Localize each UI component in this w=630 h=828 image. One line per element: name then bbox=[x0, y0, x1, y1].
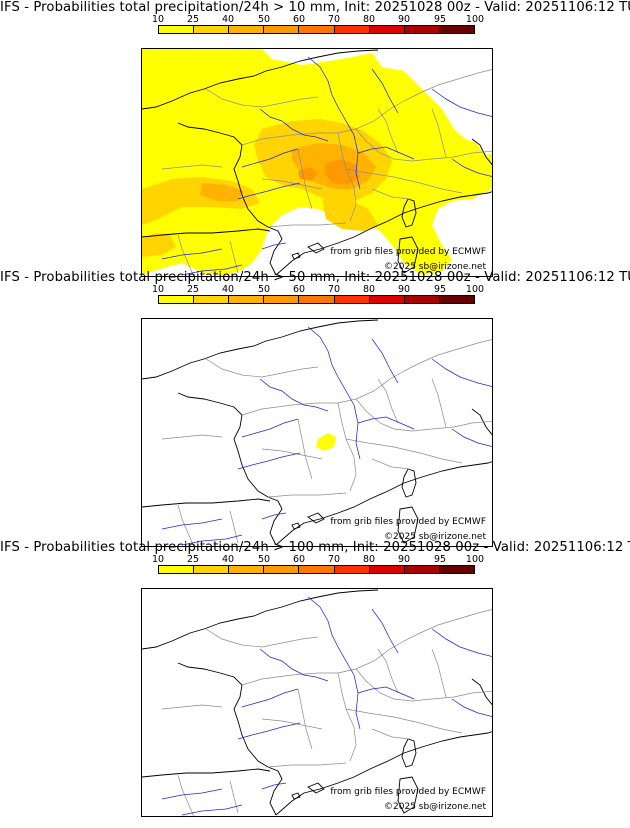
legend-tick: 40 bbox=[221, 14, 235, 25]
legend-cell bbox=[404, 26, 440, 33]
legend-cell bbox=[229, 26, 265, 33]
legend-tick: 80 bbox=[362, 284, 376, 295]
prob-area-mid bbox=[322, 199, 378, 231]
prob-area-mid bbox=[142, 233, 176, 257]
source-credit: from grib files provided by ECMWF bbox=[330, 787, 486, 797]
legend-cell bbox=[439, 566, 474, 573]
panel-50mm: IFS - Probabilities total precipitation/… bbox=[0, 270, 630, 547]
legend-cell bbox=[369, 296, 405, 303]
legend-cell bbox=[439, 296, 474, 303]
copyright-text: ©2025 sb@irizone.net bbox=[384, 532, 486, 542]
legend-tick: 90 bbox=[397, 554, 411, 565]
legend-color-bar bbox=[158, 295, 475, 304]
legend-tick: 60 bbox=[292, 554, 306, 565]
legend-tick: 60 bbox=[292, 284, 306, 295]
probability-map: from grib files provided by ECMWF ©2025 … bbox=[141, 318, 493, 547]
prob-area-top bbox=[324, 159, 360, 185]
legend-tick: 80 bbox=[362, 14, 376, 25]
precip-probability-field bbox=[316, 433, 336, 451]
prob-area-high bbox=[200, 183, 244, 201]
legend-tick: 70 bbox=[327, 14, 341, 25]
legend-tick: 95 bbox=[433, 554, 447, 565]
legend-tick: 50 bbox=[257, 14, 271, 25]
prob-area-low bbox=[316, 433, 336, 451]
panel-title: IFS - Probabilities total precipitation/… bbox=[0, 0, 630, 15]
panel-title: IFS - Probabilities total precipitation/… bbox=[0, 270, 630, 285]
legend-cell bbox=[369, 566, 405, 573]
legend-tick: 100 bbox=[465, 554, 485, 565]
legend-cell bbox=[404, 296, 440, 303]
copyright-text: ©2025 sb@irizone.net bbox=[384, 802, 486, 812]
legend-cell bbox=[194, 566, 230, 573]
legend-cell bbox=[194, 296, 230, 303]
legend-tick: 40 bbox=[221, 284, 235, 295]
legend-tick: 95 bbox=[433, 14, 447, 25]
legend-cell bbox=[299, 26, 335, 33]
legend-cell bbox=[229, 296, 265, 303]
legend-tick: 10 bbox=[151, 14, 165, 25]
legend-cell bbox=[299, 566, 335, 573]
legend-cell bbox=[334, 26, 370, 33]
panel-10mm: IFS - Probabilities total precipitation/… bbox=[0, 0, 630, 277]
legend-cell bbox=[264, 296, 300, 303]
legend-cell bbox=[334, 296, 370, 303]
panel-title: IFS - Probabilities total precipitation/… bbox=[0, 540, 630, 555]
legend-tick: 70 bbox=[327, 554, 341, 565]
legend-cell bbox=[334, 566, 370, 573]
legend-tick: 25 bbox=[186, 14, 200, 25]
legend-color-bar bbox=[158, 25, 475, 34]
geography-overlay bbox=[142, 589, 492, 816]
geography-overlay bbox=[142, 319, 492, 546]
map-svg bbox=[142, 589, 492, 816]
legend-cell bbox=[299, 296, 335, 303]
legend-cell bbox=[229, 566, 265, 573]
legend-tick: 90 bbox=[397, 284, 411, 295]
legend-tick: 95 bbox=[433, 284, 447, 295]
legend-tick: 100 bbox=[465, 14, 485, 25]
legend-cell bbox=[264, 26, 300, 33]
map-svg bbox=[142, 49, 492, 276]
legend-tick: 60 bbox=[292, 14, 306, 25]
legend-tick: 50 bbox=[257, 284, 271, 295]
legend-tick: 25 bbox=[186, 554, 200, 565]
legend-cell bbox=[159, 26, 195, 33]
legend-cell bbox=[159, 566, 195, 573]
legend-tick: 25 bbox=[186, 284, 200, 295]
legend-cell bbox=[159, 296, 195, 303]
legend-tick: 90 bbox=[397, 14, 411, 25]
legend-cell bbox=[194, 26, 230, 33]
panel-100mm: IFS - Probabilities total precipitation/… bbox=[0, 540, 630, 817]
legend-tick: 100 bbox=[465, 284, 485, 295]
source-credit: from grib files provided by ECMWF bbox=[330, 517, 486, 527]
legend-cell bbox=[439, 26, 474, 33]
legend-cell bbox=[264, 566, 300, 573]
source-credit: from grib files provided by ECMWF bbox=[330, 247, 486, 257]
prob-area-low bbox=[442, 137, 486, 165]
probability-map: from grib files provided by ECMWF ©2025 … bbox=[141, 588, 493, 817]
legend-cell bbox=[369, 26, 405, 33]
prob-area-top bbox=[298, 167, 318, 181]
legend-tick: 10 bbox=[151, 284, 165, 295]
legend-tick: 50 bbox=[257, 554, 271, 565]
legend-tick: 40 bbox=[221, 554, 235, 565]
probability-map: from grib files provided by ECMWF ©2025 … bbox=[141, 48, 493, 277]
precip-probability-field bbox=[142, 49, 492, 275]
legend-tick: 70 bbox=[327, 284, 341, 295]
legend-color-bar bbox=[158, 565, 475, 574]
legend-cell bbox=[404, 566, 440, 573]
copyright-text: ©2025 sb@irizone.net bbox=[384, 262, 486, 272]
map-svg bbox=[142, 319, 492, 546]
legend-tick: 80 bbox=[362, 554, 376, 565]
legend-tick: 10 bbox=[151, 554, 165, 565]
